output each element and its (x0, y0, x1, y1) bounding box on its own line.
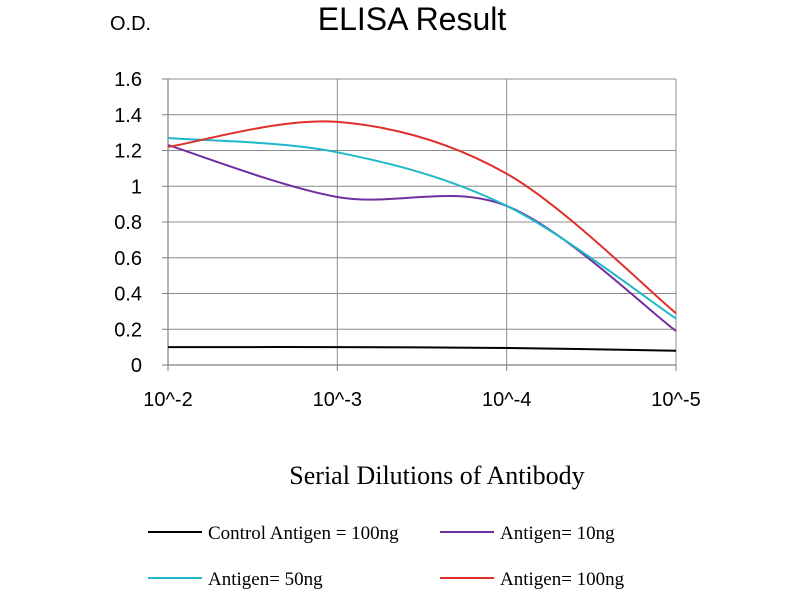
legend-item: Antigen= 50ng (148, 569, 323, 590)
y-axis-title: O.D. (110, 13, 151, 35)
x-tick-label: 10^-4 (482, 389, 531, 411)
legend-item: Control Antigen = 100ng (148, 523, 399, 544)
y-tick-label: 1.2 (114, 141, 142, 163)
y-tick-labels: 0 0.2 0.4 0.6 0.8 1 1.2 1.4 1.6 (114, 69, 142, 377)
y-tick-label: 1.6 (114, 69, 142, 91)
series-line-4 (167, 120, 677, 314)
x-axis-title: Serial Dilutions of Antibody (289, 461, 584, 490)
chart-title: ELISA Result (318, 1, 507, 37)
series-line-2 (167, 144, 677, 332)
y-tick-label: 0 (131, 355, 142, 377)
y-tick-label: 1 (131, 176, 142, 198)
x-tick-labels: 10^-2 10^-3 10^-4 10^-5 (143, 389, 700, 411)
y-tick-label: 0.4 (114, 284, 142, 306)
axes (162, 78, 677, 371)
legend-label: Control Antigen = 100ng (208, 523, 399, 544)
series-line-3 (167, 137, 677, 320)
legend-item: Antigen= 100ng (440, 569, 625, 590)
x-tick-label: 10^-2 (143, 389, 192, 411)
x-tick-label: 10^-5 (651, 389, 700, 411)
legend-label: Antigen= 50ng (208, 569, 323, 590)
x-tick-label: 10^-3 (313, 389, 362, 411)
y-tick-label: 0.6 (114, 248, 142, 270)
legend-label: Antigen= 10ng (500, 523, 615, 544)
y-tick-label: 0.2 (114, 319, 142, 341)
series-line-1 (167, 346, 677, 352)
y-tick-label: 0.8 (114, 212, 142, 234)
y-tick-label: 1.4 (114, 105, 142, 127)
legend: Control Antigen = 100ng Antigen= 10ng Anti… (148, 523, 625, 590)
legend-item: Antigen= 10ng (440, 523, 615, 544)
series-lines (167, 120, 677, 352)
legend-label: Antigen= 100ng (500, 569, 625, 590)
